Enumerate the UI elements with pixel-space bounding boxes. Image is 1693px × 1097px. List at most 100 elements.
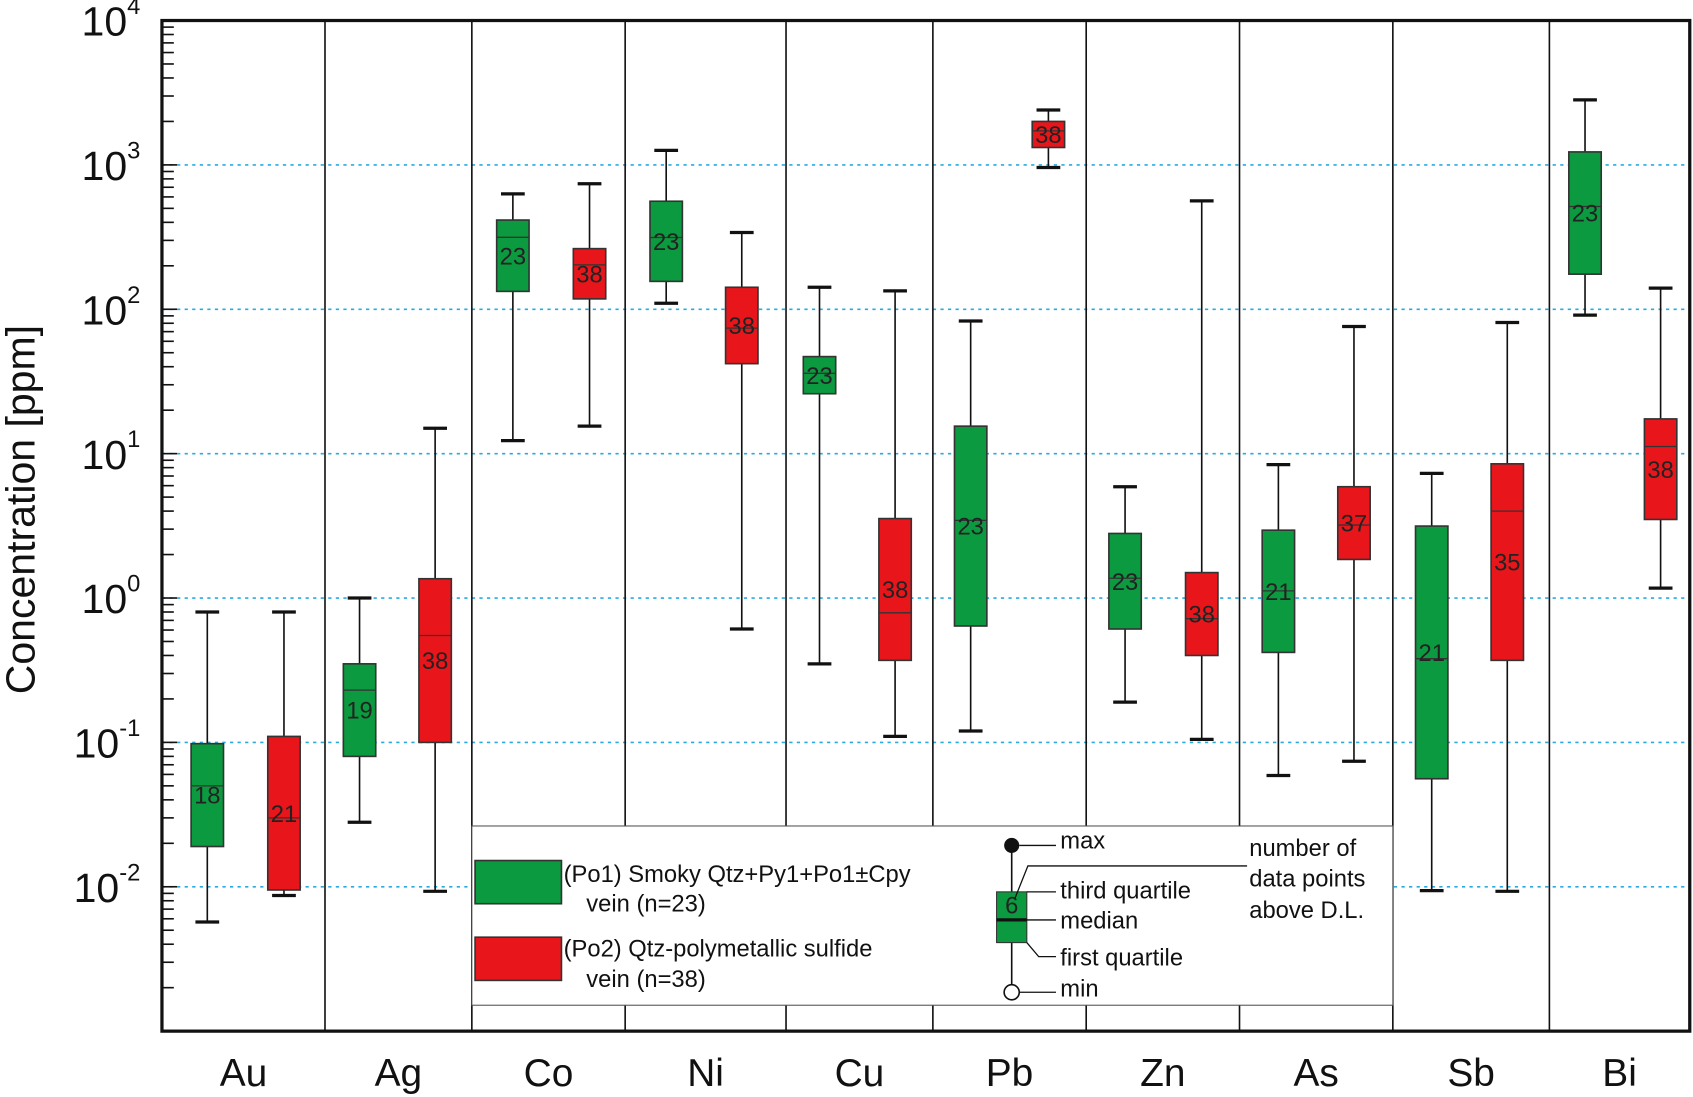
x-tick-label-pb: Pb (986, 1052, 1034, 1095)
count-label: 23 (653, 229, 679, 256)
iqr-box (1643, 418, 1678, 521)
legend-label-po2-line1: (Po2) Qtz-polymetallic sulfide (564, 936, 873, 963)
box-co-po1: 23 (495, 192, 530, 443)
count-label: 23 (1572, 201, 1598, 228)
max-marker-icon (1004, 837, 1020, 853)
iqr-box (342, 663, 377, 758)
box-ag-po1: 19 (342, 596, 377, 824)
iqr-box (802, 355, 837, 395)
legend-label-po1-line1: (Po1) Smoky Qtz+Py1+Po1±Cpy (564, 861, 911, 888)
iqr-box (724, 286, 759, 365)
iqr-box (1336, 485, 1371, 561)
y-tick-label: 100 (82, 571, 141, 623)
legend: (Po1) Smoky Qtz+Py1+Po1±Cpy vein (n=23) … (471, 825, 1394, 1006)
box-zn-po2: 38 (1184, 199, 1219, 741)
boxes: 18 21 19 38 23 38 23 38 23 38 23 38 23 38 21 37 21 35 23 38 (190, 98, 1678, 924)
x-tick-label-sb: Sb (1447, 1052, 1495, 1095)
key-box (996, 891, 1028, 944)
iqr-box (495, 219, 530, 293)
iqr-box (953, 425, 988, 627)
box-bi-po2: 38 (1643, 286, 1678, 590)
box-ag-po2: 38 (418, 426, 453, 893)
x-tick-label-co: Co (524, 1052, 574, 1095)
key-sample-n: 6 (1005, 892, 1018, 919)
box-pb-po2: 38 (1031, 108, 1066, 170)
key-q3-label: third quartile (1060, 877, 1191, 904)
box-zn-po1: 23 (1108, 485, 1143, 704)
box-bi-po1: 23 (1568, 98, 1603, 317)
box-sb-po2: 35 (1490, 320, 1525, 893)
count-label: 38 (1189, 602, 1215, 629)
y-tick-label: 102 (82, 282, 141, 334)
legend-swatch-po1 (474, 859, 563, 905)
x-tick-label-ag: Ag (375, 1052, 423, 1095)
count-label: 21 (1265, 579, 1291, 606)
y-tick-label: 104 (82, 0, 141, 45)
x-tick-labels: Au Ag Co Ni Cu Pb Zn As Sb Bi (220, 1052, 1637, 1095)
key-count-note-2: data points (1249, 865, 1365, 892)
key-count-note-3: above D.L. (1249, 897, 1364, 924)
count-label: 38 (576, 261, 602, 288)
iqr-box (1490, 463, 1525, 662)
x-tick-label-cu: Cu (835, 1052, 885, 1095)
count-label: 21 (1418, 640, 1444, 667)
count-label: 38 (422, 648, 448, 675)
count-label: 23 (1112, 569, 1138, 596)
count-label: 23 (957, 514, 983, 541)
box-ni-po1: 23 (649, 148, 684, 305)
iqr-box (1108, 532, 1143, 630)
key-q1-label: first quartile (1060, 944, 1183, 971)
count-label: 35 (1494, 550, 1520, 577)
count-label: 19 (346, 698, 372, 725)
count-label: 38 (882, 577, 908, 604)
count-label: 23 (500, 243, 526, 270)
x-tick-label-ni: Ni (687, 1052, 724, 1095)
box-au-po2: 21 (266, 610, 301, 898)
gridlines (161, 164, 1690, 888)
min-marker-icon (1003, 983, 1021, 1001)
count-label: 21 (271, 801, 297, 828)
iqr-box (1414, 525, 1449, 780)
iqr-box (572, 247, 607, 300)
box-as-po2: 37 (1336, 324, 1371, 763)
y-axis-label: Concentration [ppm] (0, 325, 44, 694)
box-sb-po1: 21 (1414, 471, 1449, 893)
key-count-note-1: number of (1249, 835, 1356, 862)
count-label: 38 (729, 313, 755, 340)
legend-label-po1-line2: vein (n=23) (586, 890, 705, 917)
iqr-box (266, 735, 301, 891)
box-co-po2: 38 (572, 182, 607, 428)
y-tick-label: 10-1 (74, 715, 141, 767)
count-label: 37 (1341, 511, 1367, 538)
box-cu-po2: 38 (878, 289, 913, 739)
key-median-label: median (1060, 908, 1138, 935)
count-label: 38 (1035, 122, 1061, 149)
iqr-box (190, 742, 225, 848)
legend-swatch-po2 (474, 936, 563, 982)
iqr-box (649, 200, 684, 283)
x-tick-label-as: As (1293, 1052, 1338, 1095)
x-tick-label-zn: Zn (1140, 1052, 1185, 1095)
legend-frame (471, 825, 1394, 1006)
count-label: 23 (806, 363, 832, 390)
iqr-box (418, 577, 453, 744)
y-tick-label: 10-2 (74, 859, 141, 911)
box-ni-po2: 38 (724, 230, 759, 631)
key-min-label: min (1060, 976, 1098, 1003)
box-au-po1: 18 (190, 610, 225, 924)
x-tick-label-au: Au (220, 1052, 268, 1095)
legend-key-boxplot: 6 max third quartile median first quarti… (996, 828, 1366, 1003)
box-cu-po1: 23 (802, 285, 837, 666)
y-tick-label: 101 (82, 426, 141, 478)
box-as-po1: 21 (1261, 462, 1296, 778)
legend-label-po2-line2: vein (n=38) (586, 966, 705, 993)
plot-frame (160, 18, 1692, 1033)
iqr-box (878, 517, 913, 662)
y-tick-label: 103 (82, 137, 141, 189)
x-tick-label-bi: Bi (1602, 1052, 1637, 1095)
count-label: 38 (1647, 457, 1673, 484)
box-pb-po1: 23 (953, 319, 988, 733)
count-label: 18 (194, 783, 220, 810)
y-tick-labels: 10-2 10-1 100 101 102 103 104 (74, 0, 141, 911)
